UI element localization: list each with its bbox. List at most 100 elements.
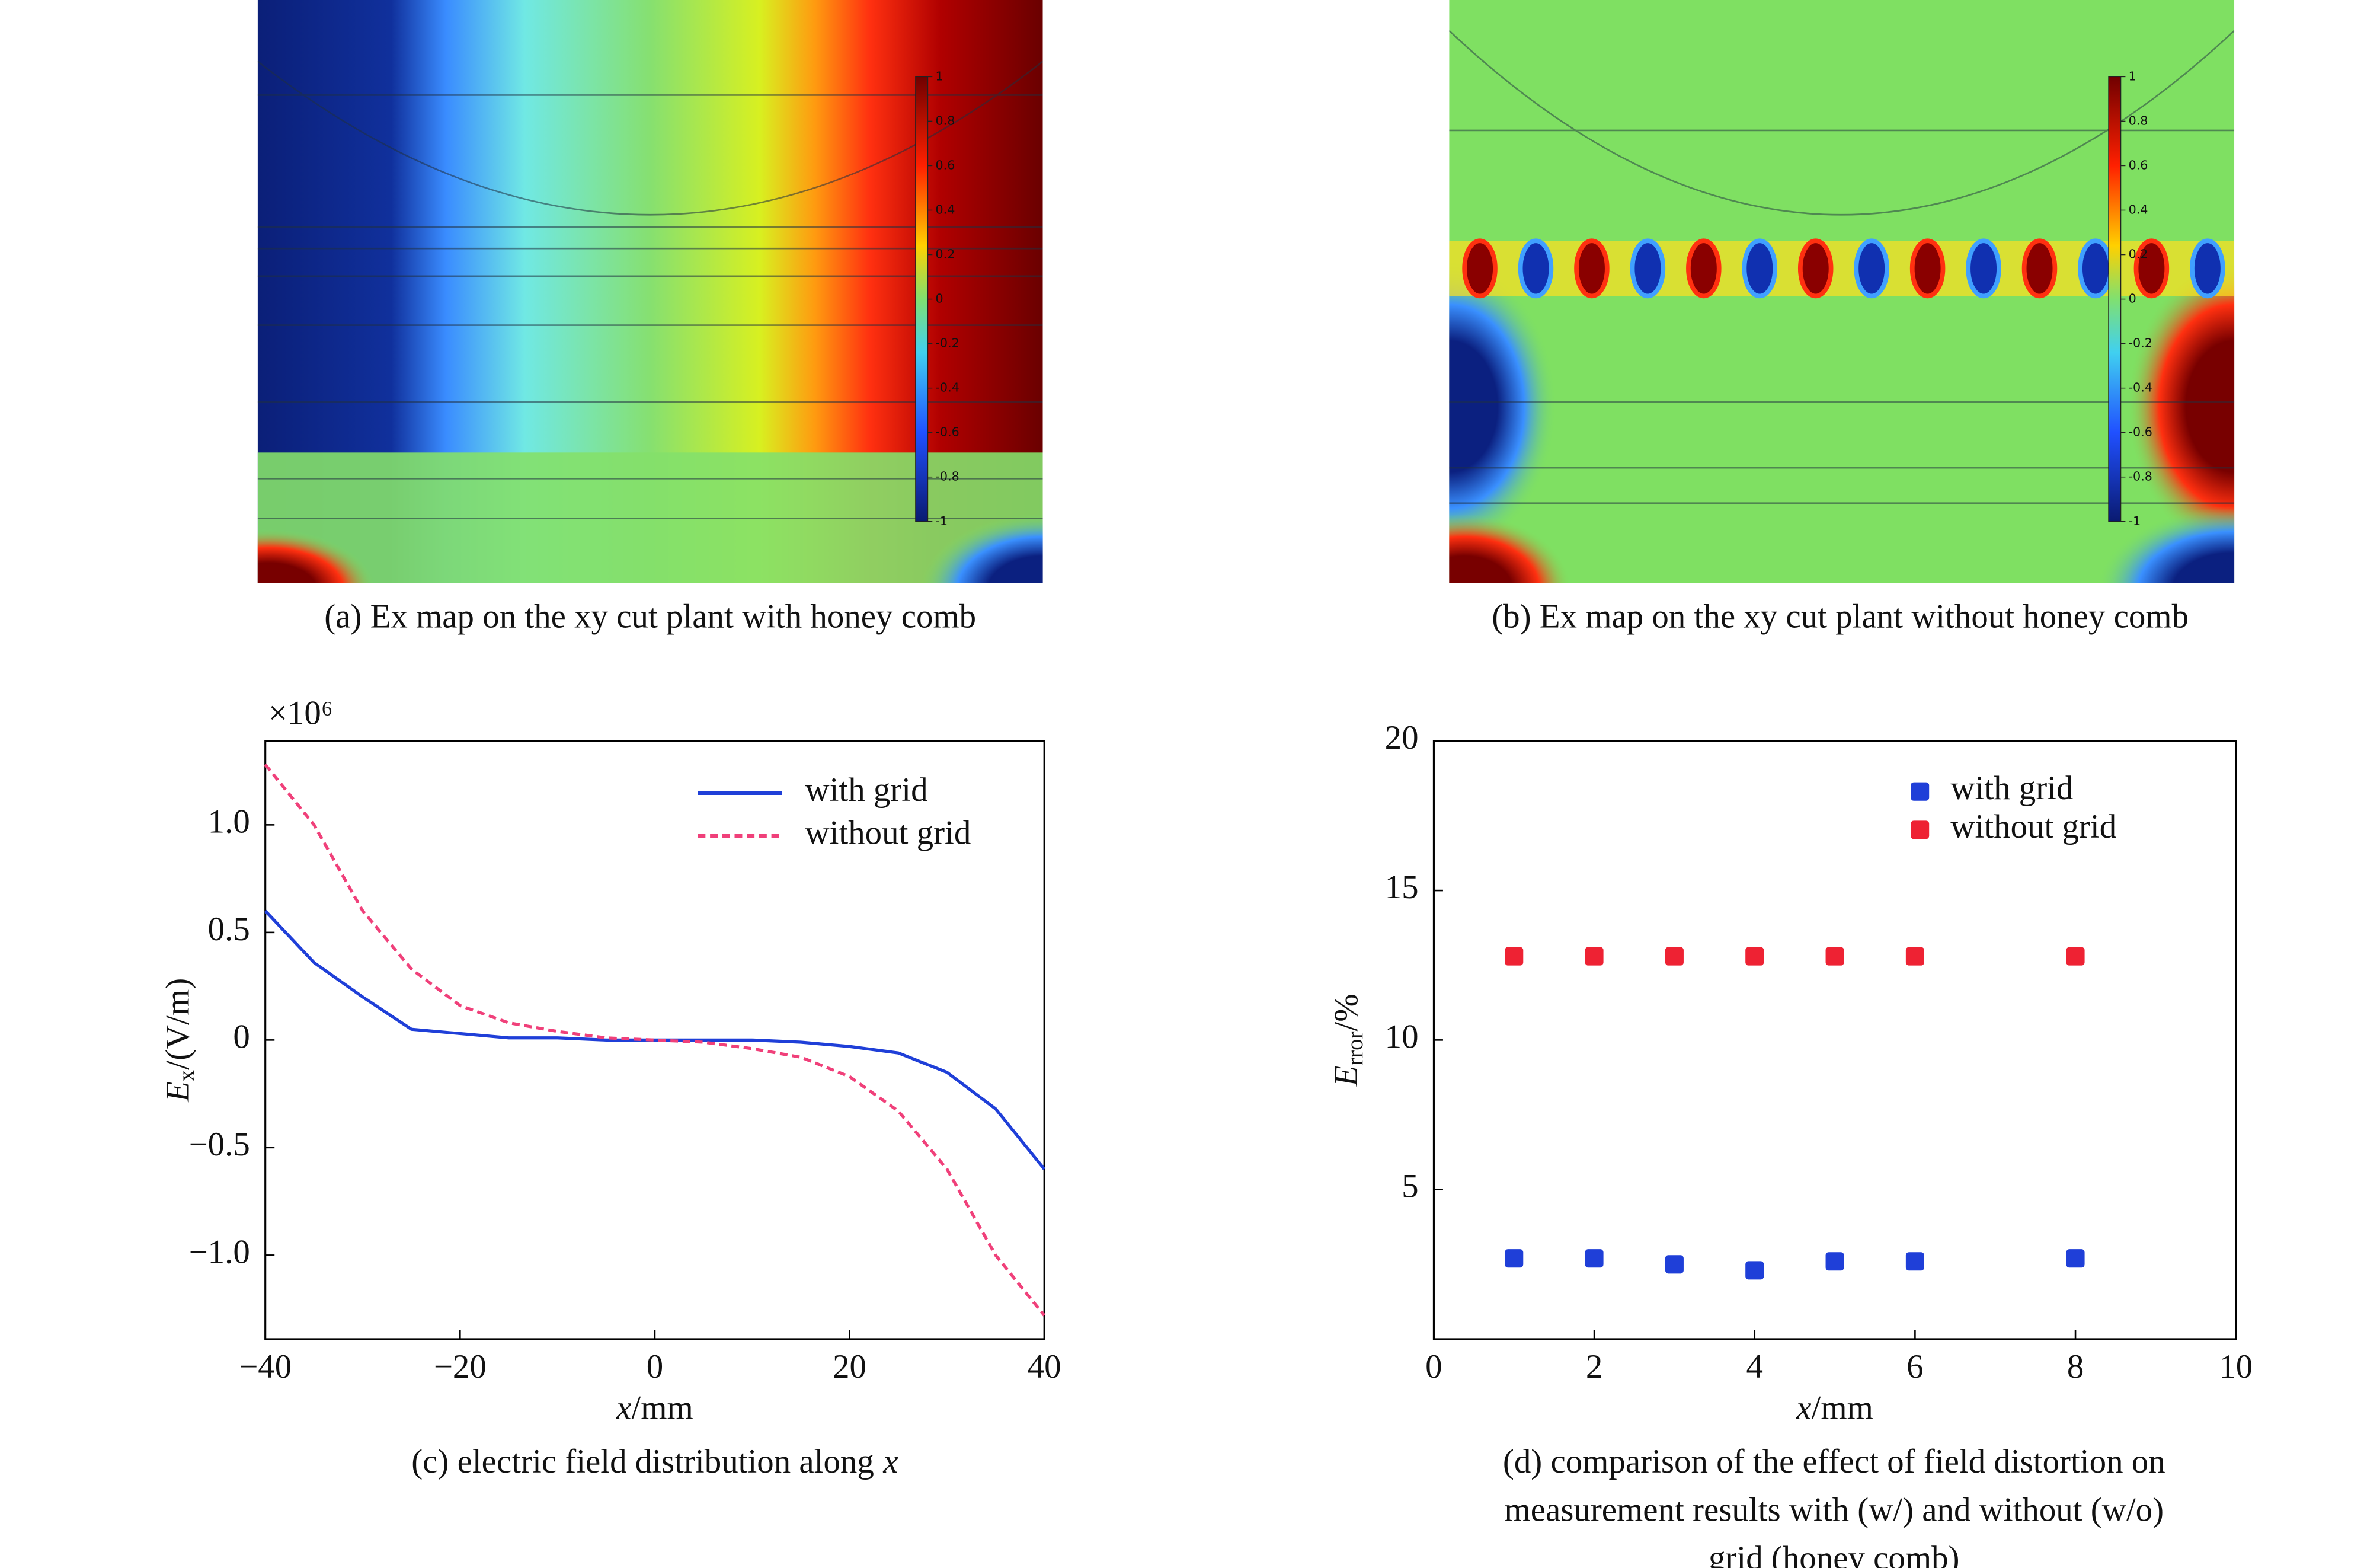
x-tick-label: 20 bbox=[833, 1348, 866, 1385]
colorbar-tick-label: 1 bbox=[2129, 69, 2136, 83]
colorbar-tick-label: -0.8 bbox=[935, 470, 959, 484]
caption: grid (honey comb) bbox=[1709, 1540, 1960, 1568]
data-point bbox=[1505, 947, 1524, 966]
y-tick-label: 0.5 bbox=[208, 911, 250, 948]
field-lobe bbox=[2190, 238, 2225, 299]
data-point bbox=[1905, 1252, 1924, 1271]
y-tick-label: 20 bbox=[1385, 719, 1419, 756]
field-lobe bbox=[1909, 238, 1946, 299]
field-lobe bbox=[2133, 238, 2170, 299]
data-point bbox=[1745, 947, 1764, 966]
data-point bbox=[1745, 1261, 1764, 1280]
y-axis-label: Error/% bbox=[1327, 994, 1368, 1087]
colorbar-tick-label: -1 bbox=[935, 514, 948, 528]
colorbar-tick-label: 0.6 bbox=[935, 158, 955, 172]
colorbar-tick-label: 0.8 bbox=[935, 113, 955, 127]
colorbar-tick-label: 0.8 bbox=[2129, 113, 2148, 127]
colorbar-tick-label: 0 bbox=[935, 292, 943, 306]
data-point bbox=[2066, 947, 2085, 966]
data-line bbox=[264, 909, 1046, 1170]
data-point bbox=[1825, 1252, 1844, 1271]
x-tick-label: 6 bbox=[1906, 1348, 1923, 1385]
heatmap-a bbox=[257, 0, 1043, 583]
legend-swatch bbox=[1911, 820, 1930, 839]
colorbar-tick-label: 0.4 bbox=[2129, 202, 2148, 216]
colorbar-tick-label: -0.4 bbox=[2129, 381, 2152, 395]
label-part: x bbox=[1796, 1390, 1811, 1427]
data-point bbox=[1665, 1255, 1684, 1274]
x-axis-label: x/mm bbox=[1796, 1390, 1873, 1427]
y-tick-label: −0.5 bbox=[189, 1126, 250, 1163]
field-lobe bbox=[1630, 238, 1666, 299]
label-part: (c) electric field distribution along bbox=[411, 1443, 874, 1480]
caption: (b) Ex map on the xy cut plant without h… bbox=[1492, 598, 2189, 635]
colorbar-tick-label: 0 bbox=[2129, 292, 2136, 306]
field-lobe bbox=[1797, 238, 1834, 299]
x-axis-label: x/mm bbox=[616, 1390, 693, 1427]
colorbar-tick-label: 0.2 bbox=[2129, 247, 2148, 261]
colorbar-tick-label: 1 bbox=[935, 69, 943, 83]
colorbar-tick-label: -0.4 bbox=[935, 381, 959, 395]
label-part: /mm bbox=[1812, 1390, 1873, 1427]
caption: measurement results with (w/) and withou… bbox=[1504, 1492, 2164, 1529]
data-point bbox=[1905, 947, 1924, 966]
x-tick-label: −40 bbox=[239, 1348, 292, 1385]
colorbar-tick-label: 0.2 bbox=[935, 247, 955, 261]
x-tick-label: 0 bbox=[1425, 1348, 1442, 1385]
field-lobe bbox=[1462, 238, 1498, 299]
heatmap-b bbox=[1449, 0, 2235, 583]
field-lobe bbox=[1518, 238, 1554, 299]
data-point bbox=[2066, 1249, 2085, 1268]
field-lobe bbox=[1966, 238, 2001, 299]
data-line bbox=[264, 764, 1046, 1317]
y-tick-label: 10 bbox=[1385, 1018, 1419, 1055]
legend-label: with grid bbox=[805, 771, 928, 809]
label-part: /mm bbox=[631, 1390, 693, 1427]
field-lobe bbox=[2021, 238, 2058, 299]
legend-label: without grid bbox=[1950, 808, 2116, 845]
x-tick-label: 8 bbox=[2067, 1348, 2084, 1385]
data-point bbox=[1825, 947, 1844, 966]
field-lobe bbox=[1742, 238, 1778, 299]
axis-multiplier: ×10⁶ bbox=[268, 694, 333, 732]
label-part: E bbox=[159, 1081, 196, 1103]
colorbar-tick-label: -0.8 bbox=[2129, 470, 2152, 484]
field-band bbox=[1462, 238, 2225, 299]
legend-label: without grid bbox=[805, 814, 971, 851]
label-part: rror bbox=[1342, 1031, 1368, 1065]
x-tick-label: 0 bbox=[647, 1348, 663, 1385]
caption: (d) comparison of the effect of field di… bbox=[1503, 1443, 2165, 1480]
y-tick-label: 0 bbox=[233, 1018, 249, 1055]
data-point bbox=[1585, 947, 1604, 966]
x-tick-label: 10 bbox=[2219, 1348, 2253, 1385]
colorbar-tick-label: -0.2 bbox=[2129, 336, 2152, 350]
x-tick-label: 2 bbox=[1586, 1348, 1602, 1385]
y-tick-label: 15 bbox=[1385, 868, 1419, 906]
data-point bbox=[1505, 1249, 1524, 1268]
colorbar-tick-label: -1 bbox=[2129, 514, 2141, 528]
data-point bbox=[1665, 947, 1684, 966]
field-lobe bbox=[1854, 238, 1889, 299]
field-lobe bbox=[1574, 238, 1610, 299]
colorbar bbox=[2108, 76, 2122, 522]
label-part: E bbox=[1327, 1066, 1365, 1087]
legend-swatch bbox=[1911, 782, 1930, 801]
y-axis-label: Ex/(V/m) bbox=[159, 978, 199, 1103]
x-tick-label: 40 bbox=[1028, 1348, 1061, 1385]
caption: (c) electric field distribution along x bbox=[411, 1443, 898, 1480]
colorbar-tick-label: -0.6 bbox=[935, 425, 959, 439]
label-part: x bbox=[616, 1390, 631, 1427]
y-tick-label: 1.0 bbox=[208, 803, 250, 840]
data-point bbox=[1585, 1249, 1604, 1268]
field-lobe bbox=[2078, 238, 2113, 299]
colorbar bbox=[915, 76, 929, 522]
label-part: x bbox=[174, 1070, 199, 1081]
y-tick-label: 5 bbox=[1402, 1168, 1418, 1205]
colorbar-tick-label: 0.4 bbox=[935, 202, 955, 216]
caption: (a) Ex map on the xy cut plant with hone… bbox=[324, 598, 976, 635]
colorbar-tick-label: 0.6 bbox=[2129, 158, 2148, 172]
x-tick-label: −20 bbox=[434, 1348, 487, 1385]
label-part: /% bbox=[1327, 994, 1365, 1031]
colorbar-tick-label: -0.2 bbox=[935, 336, 959, 350]
